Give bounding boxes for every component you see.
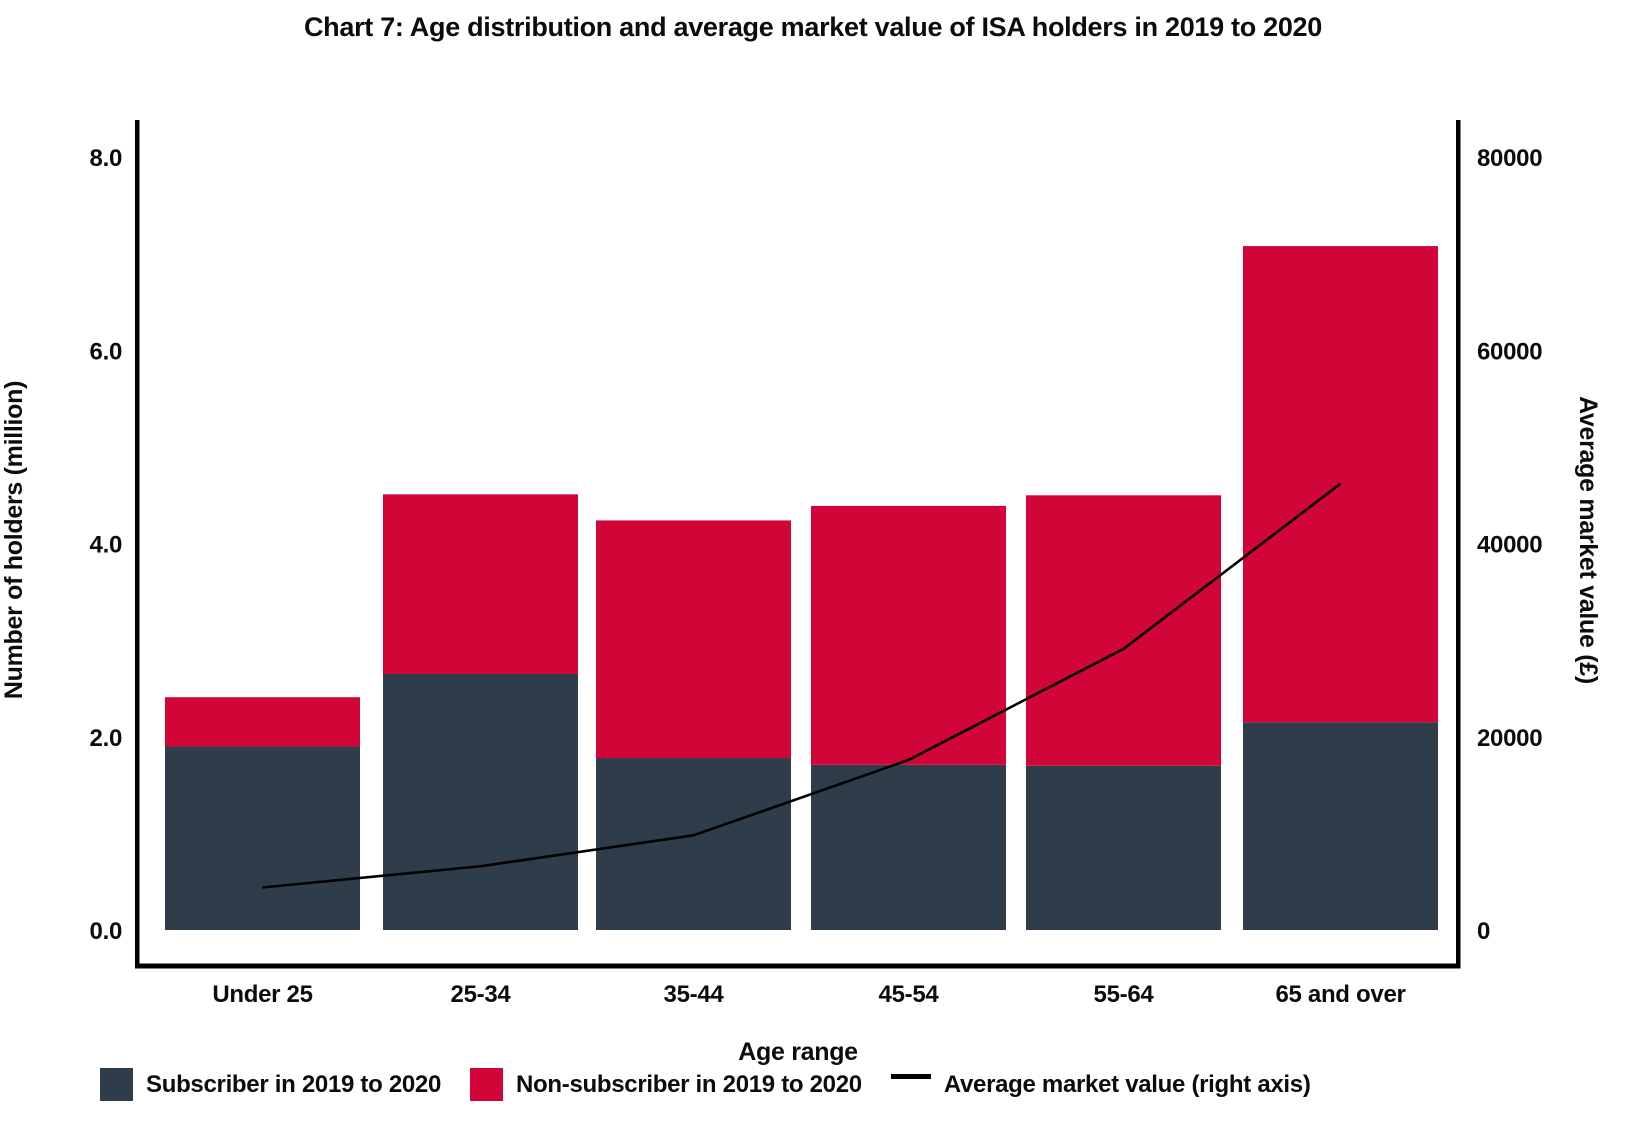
bar-subscriber-0 [165, 746, 360, 930]
bar-subscriber-3 [811, 764, 1006, 930]
right-tick-label-4: 80000 [1477, 145, 1542, 172]
average-market-value-line [262, 482, 1342, 889]
x-axis-title: Age range [738, 1038, 858, 1066]
legend: Subscriber in 2019 to 2020 Non-subscribe… [100, 1068, 1311, 1101]
right-axis-title: Average market value (£) [1574, 396, 1602, 684]
right-tick-label-0: 0 [1477, 918, 1490, 945]
line-swatch-icon [890, 1074, 931, 1079]
x-axis-category-labels: Under 25 25-34 35-44 45-54 55-64 65 and over [212, 981, 1406, 1008]
bar-non-subscriber-4 [1026, 495, 1221, 766]
legend-item-subscriber: Subscriber in 2019 to 2020 [100, 1068, 441, 1101]
x-label-3: 45-54 [879, 981, 940, 1008]
x-label-4: 55-64 [1094, 981, 1155, 1008]
x-label-0: Under 25 [212, 981, 312, 1008]
left-tick-label-0: 0.0 [90, 918, 122, 945]
left-tick-label-3: 6.0 [90, 338, 122, 365]
legend-item-non-subscriber: Non-subscriber in 2019 to 2020 [470, 1068, 862, 1101]
x-label-5: 65 and over [1275, 981, 1405, 1008]
right-tick-label-1: 20000 [1477, 725, 1542, 752]
left-tick-label-1: 2.0 [90, 725, 122, 752]
bar-subscriber-4 [1026, 765, 1221, 930]
bar-subscriber-5 [1243, 722, 1438, 930]
left-axis-tick-labels: 0.0 2.0 4.0 6.0 8.0 [90, 145, 123, 945]
right-axis-tick-labels: 0 20000 40000 60000 80000 [1477, 145, 1543, 945]
left-tick-label-4: 8.0 [90, 145, 122, 172]
average-market-value-polyline [262, 482, 1342, 889]
right-tick-label-3: 60000 [1477, 338, 1542, 365]
subscriber-legend-label: Subscriber in 2019 to 2020 [146, 1070, 442, 1098]
non-subscriber-legend-label: Non-subscriber in 2019 to 2020 [516, 1070, 862, 1098]
bar-non-subscriber-3 [811, 505, 1006, 765]
left-axis-title: Number of holders (million) [0, 381, 28, 699]
bar-subscriber-1 [383, 674, 578, 930]
bars [165, 246, 1438, 930]
bar-non-subscriber-2 [596, 520, 791, 759]
right-axis-spine [1456, 120, 1461, 968]
subscriber-swatch-icon [100, 1068, 133, 1101]
right-tick-label-2: 40000 [1477, 532, 1542, 559]
x-label-2: 35-44 [664, 981, 725, 1008]
bar-non-subscriber-1 [383, 494, 578, 675]
bottom-axis-spine [135, 963, 1461, 969]
average-line-legend-label: Average market value (right axis) [943, 1070, 1311, 1098]
legend-item-average-line: Average market value (right axis) [890, 1070, 1311, 1099]
left-axis-spine [135, 120, 140, 968]
left-tick-label-2: 4.0 [90, 532, 122, 559]
non-subscriber-swatch-icon [470, 1068, 504, 1101]
x-label-1: 25-34 [451, 981, 512, 1008]
bar-non-subscriber-0 [165, 697, 360, 747]
chart-title: Chart 7: Age distribution and average ma… [304, 12, 1322, 42]
